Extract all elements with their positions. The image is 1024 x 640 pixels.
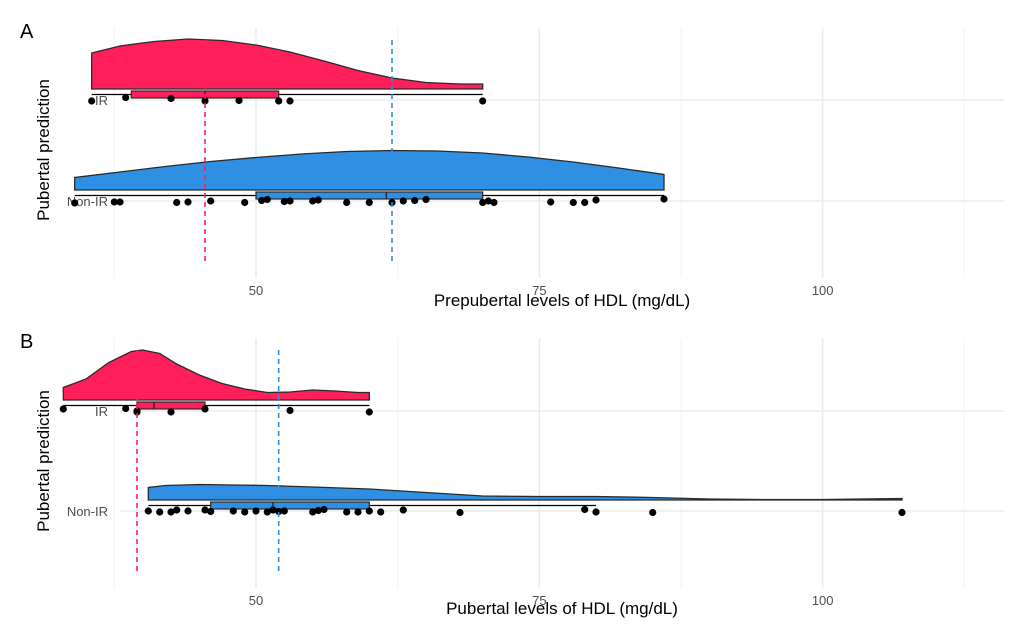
data-point — [263, 508, 271, 516]
data-point — [490, 198, 498, 207]
data-point — [252, 507, 260, 515]
data-point — [286, 97, 294, 105]
data-point — [167, 94, 175, 103]
data-point — [354, 508, 362, 516]
data-point — [649, 508, 657, 517]
data-point — [280, 197, 288, 206]
data-point — [184, 507, 192, 515]
data-point — [144, 507, 152, 515]
data-point — [263, 195, 271, 204]
data-point — [201, 405, 209, 413]
panel-b: B Pubertal prediction Pubertal levels of… — [20, 331, 1004, 618]
data-point — [286, 197, 294, 205]
data-point — [88, 97, 96, 105]
data-point — [343, 198, 351, 207]
panel-a: A Pubertal prediction Prepubertal levels… — [20, 21, 1004, 310]
x-tick-label: 50 — [249, 283, 263, 298]
data-point — [365, 198, 373, 207]
x-tick-label: 100 — [812, 283, 834, 298]
data-point — [399, 197, 407, 205]
data-point — [275, 507, 283, 516]
y-axis-title: Pubertal prediction — [34, 79, 53, 221]
data-point — [422, 195, 430, 204]
data-point — [241, 198, 249, 207]
data-point — [122, 404, 130, 413]
data-point — [484, 197, 492, 205]
data-point — [309, 508, 317, 516]
data-point — [110, 198, 118, 206]
density-cloud — [62, 349, 370, 401]
data-point — [229, 507, 237, 515]
data-point — [286, 406, 294, 415]
data-point — [479, 198, 487, 207]
data-point — [59, 405, 67, 413]
data-point — [241, 508, 249, 516]
data-point — [365, 507, 373, 515]
data-point — [569, 198, 577, 207]
data-point — [173, 198, 181, 207]
data-point — [201, 97, 209, 105]
x-axis-title: Prepubertal levels of HDL (mg/dL) — [434, 291, 690, 310]
data-point — [201, 506, 209, 514]
density-cloud — [74, 149, 665, 191]
x-tick-label: 50 — [249, 593, 263, 608]
data-point — [365, 408, 373, 416]
data-point — [592, 196, 600, 204]
data-point — [581, 198, 589, 207]
data-point — [592, 508, 600, 516]
x-tick-label: 75 — [532, 283, 546, 298]
data-point — [133, 407, 141, 415]
data-point — [399, 506, 407, 514]
x-tick-label: 100 — [812, 593, 834, 608]
y-tick-label: IR — [95, 404, 108, 419]
box-iqr — [136, 401, 206, 410]
density-cloud — [147, 483, 903, 501]
data-point — [411, 196, 419, 205]
y-tick-label: IR — [95, 93, 108, 108]
data-point — [547, 198, 555, 206]
data-point — [660, 195, 668, 203]
data-point — [258, 196, 266, 205]
data-point — [122, 93, 130, 102]
data-point — [71, 199, 79, 207]
y-axis-title: Pubertal prediction — [34, 390, 53, 532]
data-point — [314, 506, 322, 515]
data-point — [314, 196, 322, 204]
data-point — [116, 198, 124, 206]
data-point — [280, 507, 288, 515]
data-point — [456, 508, 464, 517]
data-point — [173, 506, 181, 514]
data-point — [320, 505, 328, 514]
density-cloud — [91, 38, 484, 90]
data-point — [167, 508, 175, 516]
data-point — [235, 96, 243, 105]
x-tick-label: 75 — [532, 593, 546, 608]
data-point — [156, 508, 164, 516]
panel-tag: A — [20, 21, 34, 43]
panel-tag: B — [20, 331, 33, 353]
data-point — [377, 508, 385, 516]
y-tick-label: Non-IR — [67, 504, 108, 519]
data-point — [207, 507, 215, 516]
data-point — [275, 97, 283, 105]
data-point — [167, 408, 175, 416]
data-point — [207, 197, 215, 205]
data-point — [184, 198, 192, 206]
x-axis-title: Pubertal levels of HDL (mg/dL) — [446, 599, 678, 618]
data-point — [898, 508, 906, 517]
data-point — [479, 97, 487, 105]
data-point — [309, 197, 317, 205]
data-point — [343, 508, 351, 516]
data-point — [581, 505, 589, 514]
box-iqr — [210, 501, 370, 510]
data-point — [269, 506, 277, 514]
